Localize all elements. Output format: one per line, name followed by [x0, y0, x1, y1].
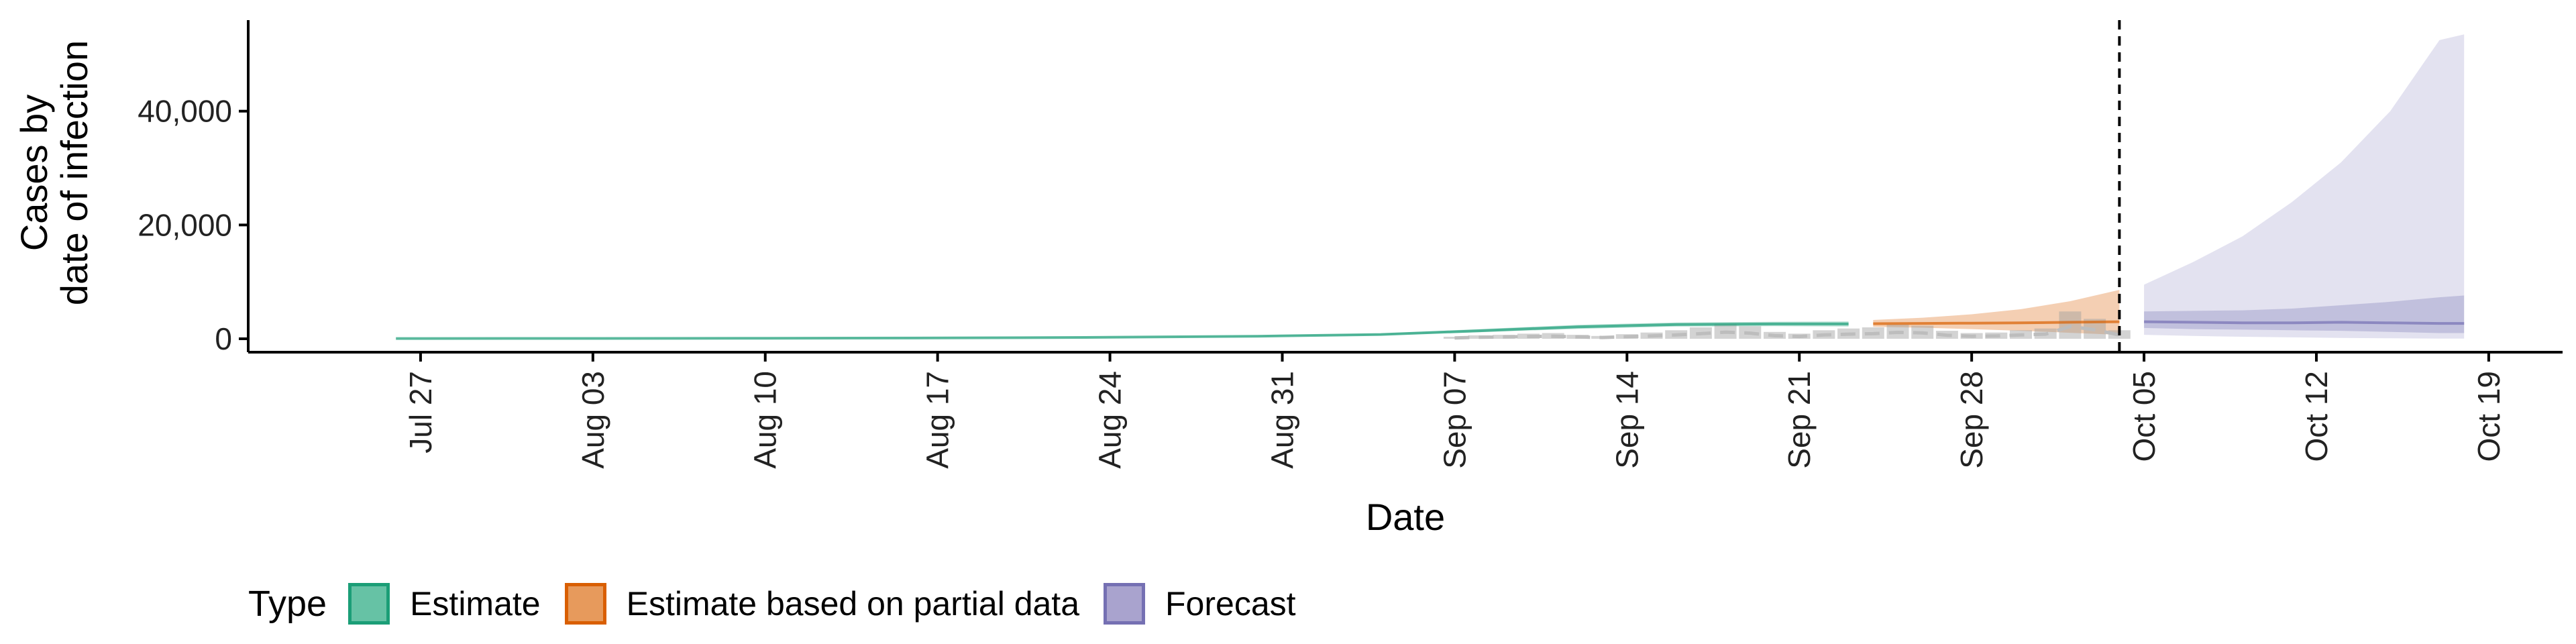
reported-cases-dashed-line: [1454, 325, 2120, 340]
axes: 0 20,000 40,000 Jul 27 Aug 03 Aug 10 Aug 17 Aug…: [138, 20, 2563, 469]
x-tick-label: Sep 14: [1609, 371, 1644, 469]
x-tick-label: Sep 21: [1782, 371, 1817, 469]
forecast-band-90: [2144, 34, 2465, 339]
x-tick-label: Aug 17: [920, 371, 955, 469]
x-tick-label: Oct 12: [2299, 371, 2334, 462]
y-tick-label: 20,000: [138, 207, 232, 242]
x-tick-label: Oct 19: [2471, 371, 2506, 462]
y-tick-label: 40,000: [138, 94, 232, 129]
uncertainty-bands: [396, 34, 2465, 339]
legend-label: Estimate: [410, 585, 541, 623]
estimate-based-on-partial-data-median-line: [1873, 320, 2120, 325]
y-axis-label-line: date of infection: [53, 40, 95, 305]
legend-swatch: [564, 583, 606, 625]
legend-items: Estimate Estimate based on partial data Fo…: [348, 583, 1320, 625]
x-axis-label: Date: [1366, 496, 1445, 538]
legend-label: Forecast: [1165, 585, 1296, 623]
legend-item: Forecast: [1104, 583, 1296, 625]
legend: Type Estimate Estimate based on partial d…: [248, 580, 1320, 627]
x-tick-label: Aug 10: [748, 371, 783, 469]
legend-item: Estimate: [348, 583, 541, 625]
x-tick-label: Sep 28: [1954, 371, 1989, 469]
x-tick-label: Aug 03: [576, 371, 610, 469]
x-tick-label: Oct 05: [2127, 371, 2161, 462]
x-tick-label: Jul 27: [403, 371, 438, 453]
x-tick-label: Aug 31: [1265, 371, 1300, 469]
legend-item: Estimate based on partial data: [564, 583, 1080, 625]
legend-title: Type: [248, 584, 327, 624]
y-axis-label-line: Cases by: [13, 95, 55, 251]
x-tick-label: Sep 07: [1437, 371, 1472, 469]
y-tick-label: 0: [215, 321, 232, 356]
forecast-median-line: [2144, 320, 2465, 325]
legend-swatch: [1104, 583, 1146, 625]
x-tick-label: Aug 24: [1093, 371, 1128, 469]
legend-swatch: [348, 583, 390, 625]
legend-label: Estimate based on partial data: [626, 585, 1080, 623]
estimate-median-line: [396, 322, 1849, 340]
median-lines: [396, 320, 2465, 340]
